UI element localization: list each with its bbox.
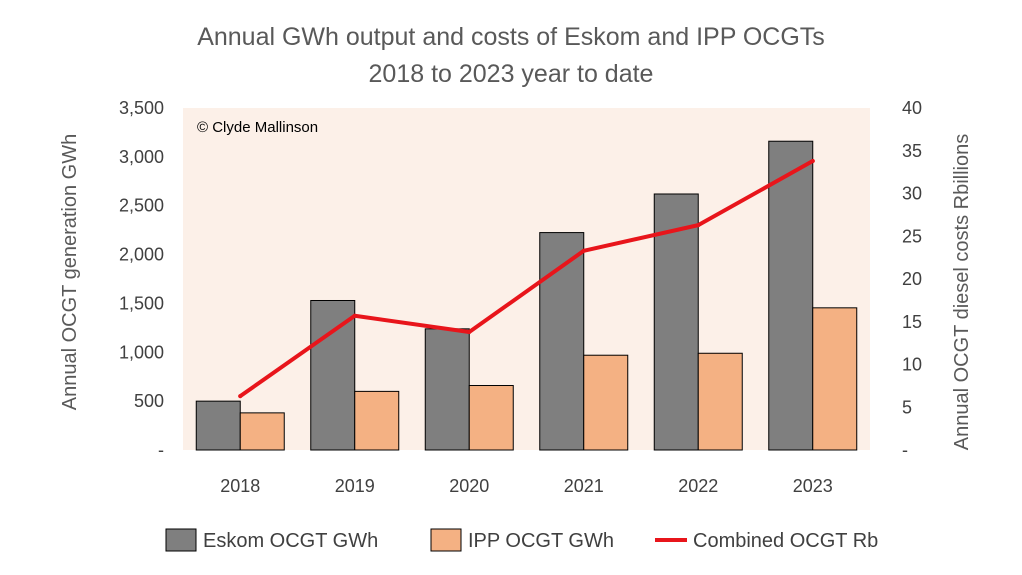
bar-ipp <box>239 412 285 451</box>
x-tick-label: 2022 <box>678 476 718 496</box>
y-right-tick-label: 15 <box>902 312 922 332</box>
y-axis-left-ticks: - 500 1,000 1,500 2,000 2,500 3,000 3,500 <box>119 98 164 460</box>
y-right-tick-label: - <box>902 440 908 460</box>
bar-ipp <box>583 354 629 451</box>
bar-eskom <box>195 400 241 451</box>
y-axis-right-label: Annual OCGT diesel costs Rbillions <box>951 134 973 450</box>
y-left-tick-label: 1,500 <box>119 293 164 313</box>
x-tick-label: 2020 <box>449 476 489 496</box>
y-right-tick-label: 20 <box>902 269 922 289</box>
y-left-tick-label: 3,500 <box>119 98 164 118</box>
line-point <box>238 394 243 399</box>
y-right-tick-label: 25 <box>902 226 922 246</box>
legend-swatch-1 <box>430 528 462 552</box>
y-right-tick-label: 40 <box>902 98 922 118</box>
legend-label-0: Eskom OCGT GWh <box>203 530 378 552</box>
line-point <box>352 313 357 318</box>
line-point <box>696 223 701 228</box>
y-left-tick-label: 2,000 <box>119 245 164 265</box>
y-right-tick-label: 35 <box>902 141 922 161</box>
x-tick-label: 2018 <box>220 476 260 496</box>
legend-label-2: Combined OCGT Rb <box>693 530 878 552</box>
y-left-tick-label: 500 <box>134 391 164 411</box>
line-point <box>810 159 815 164</box>
chart-title-line-2: 2018 to 2023 year to date <box>369 60 654 88</box>
x-tick-label: 2023 <box>793 476 833 496</box>
bars-group <box>195 140 858 451</box>
bar-ipp <box>468 385 514 451</box>
y-right-tick-label: 30 <box>902 184 922 204</box>
combined-cost-line <box>238 159 815 399</box>
legend: Eskom OCGT GWh IPP OCGT GWh Combined OCGT … <box>165 528 878 552</box>
legend-label-1: IPP OCGT GWh <box>468 530 614 552</box>
bar-ipp <box>697 352 743 451</box>
y-left-tick-label: 1,000 <box>119 342 164 362</box>
y-right-tick-label: 5 <box>902 397 912 417</box>
y-axis-left-label: Annual OCGT generation GWh <box>59 134 81 410</box>
bar-eskom <box>768 140 814 451</box>
x-tick-label: 2021 <box>564 476 604 496</box>
chart-title-line-1: Annual GWh output and costs of Eskom and… <box>197 23 825 51</box>
plot-area <box>183 108 870 450</box>
x-tick-label: 2019 <box>335 476 375 496</box>
y-left-tick-label: 3,000 <box>119 147 164 167</box>
line-series-group <box>238 159 815 399</box>
bar-ipp <box>812 307 858 451</box>
copyright-watermark: © Clyde Mallinson <box>197 119 318 136</box>
bar-ipp <box>354 390 400 451</box>
y-right-tick-label: 10 <box>902 355 922 375</box>
line-point <box>467 330 472 335</box>
y-left-tick-label: 2,500 <box>119 196 164 216</box>
bar-eskom <box>424 328 470 451</box>
legend-swatch-0 <box>165 528 197 552</box>
line-point <box>581 248 586 253</box>
bar-eskom <box>653 193 699 451</box>
x-axis-ticks: 2018 2019 2020 2021 2022 2023 <box>220 476 833 496</box>
y-left-tick-label: - <box>158 440 164 460</box>
y-axis-right-ticks: - 5 10 15 20 25 30 35 40 <box>902 98 922 460</box>
bar-eskom <box>310 299 356 451</box>
